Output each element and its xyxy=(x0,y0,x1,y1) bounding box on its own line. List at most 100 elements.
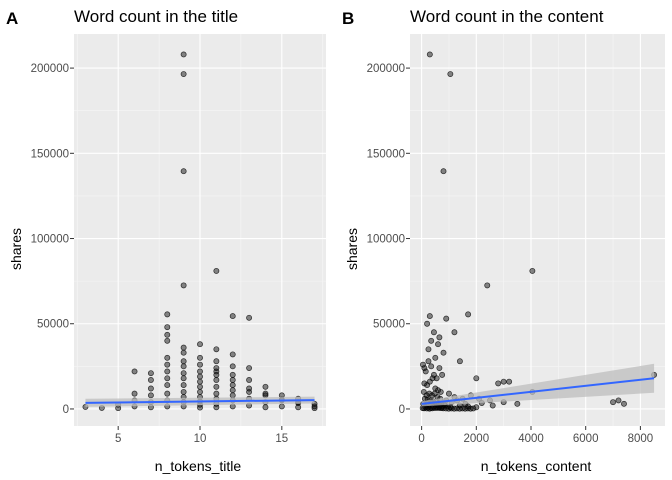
panel-a-point xyxy=(147,370,154,377)
panel-a: A Word count in the title shares n_token… xyxy=(6,7,326,474)
panel-a-ylabel: shares xyxy=(8,228,24,270)
panel-a-tag: A xyxy=(6,9,18,28)
panel-a-point xyxy=(246,314,253,321)
panel-a-point xyxy=(180,344,187,351)
panel-a-point xyxy=(197,378,203,385)
panel-b-x-tick-label: 4000 xyxy=(518,433,544,445)
panel-a-point xyxy=(213,404,220,411)
panel-a-point xyxy=(262,390,269,397)
panel-a-point xyxy=(164,382,171,389)
panel-b-point xyxy=(436,365,443,372)
panel-a-point xyxy=(180,51,187,58)
panel-a-point xyxy=(213,267,220,274)
panel-b-point xyxy=(465,311,472,318)
panel-a-point xyxy=(164,331,171,338)
panel-b-point xyxy=(451,329,458,336)
panel-b-point xyxy=(440,349,447,356)
panel-b-trend-line xyxy=(421,377,655,405)
panel-a-point xyxy=(164,354,171,361)
panel-b-x-tick-label: 8000 xyxy=(628,433,654,445)
panel-b-point xyxy=(470,405,477,412)
panel-a-point xyxy=(164,337,171,344)
panel-b-point xyxy=(514,400,521,407)
panel-a-point xyxy=(164,324,171,331)
panel-a-point xyxy=(229,313,236,320)
panel-b-point xyxy=(610,399,616,406)
panel-b-plot-area: 0 2000 4000 6000 8000 0 50000 100000 150000 20000… xyxy=(367,34,665,445)
panel-b-title: Word count in the content xyxy=(410,7,604,26)
panel-b-y-tick-label: 100000 xyxy=(367,234,405,246)
panel-a-point xyxy=(229,363,236,370)
panel-a-y-tick-label: 100000 xyxy=(31,234,69,246)
panel-a-point xyxy=(180,363,187,370)
panel-b-point xyxy=(428,337,435,344)
panel-b-point xyxy=(430,329,437,336)
panel-a-point xyxy=(213,346,220,353)
panel-a-xlabel: n_tokens_title xyxy=(155,458,242,474)
panel-b-point xyxy=(495,380,502,387)
panel-a-point xyxy=(197,388,203,395)
panel-a-y-tick-label: 150000 xyxy=(31,148,69,160)
panel-a-point xyxy=(197,361,203,368)
panel-a-point xyxy=(180,358,187,365)
panel-a-y-tick-label: 0 xyxy=(63,404,69,416)
panel-a-point xyxy=(147,392,154,399)
panel-a-point xyxy=(147,385,154,392)
panel-b-point xyxy=(473,375,480,382)
panel-a-point xyxy=(197,383,203,390)
panel-b-point xyxy=(432,354,439,361)
panel-a-point xyxy=(164,390,171,397)
panel-a-point xyxy=(213,383,220,390)
panel-b-point xyxy=(447,71,454,78)
panel-a-point xyxy=(311,405,318,412)
panel-a-title: Word count in the title xyxy=(74,7,238,26)
panel-b-x-tick-label: 2000 xyxy=(464,433,490,445)
panel-b-point xyxy=(621,400,627,407)
panel-b-y-tick-label: 0 xyxy=(399,404,405,416)
panel-a-point xyxy=(164,375,171,382)
panel-b-point xyxy=(436,334,443,341)
panel-a-point xyxy=(131,390,138,397)
panel-a-point xyxy=(295,404,302,411)
panel-a-point xyxy=(229,387,236,394)
panel-a-point xyxy=(197,354,203,361)
panel-b-y-tick-label: 200000 xyxy=(367,63,405,75)
panel-a-point xyxy=(213,371,220,378)
panel-a-trend-line xyxy=(85,399,315,404)
panel-b-point xyxy=(429,375,436,382)
panel-a-plot-area: 5 10 15 0 50000 100000 150000 200000 xyxy=(31,34,326,445)
panel-a-point xyxy=(311,403,318,410)
panel-b-point xyxy=(500,378,507,385)
panel-b-point xyxy=(426,51,433,58)
panel-a-point xyxy=(197,404,203,411)
panel-a-point xyxy=(213,390,220,397)
panel-a-point xyxy=(180,282,187,289)
panel-b-point xyxy=(473,404,480,411)
panel-b-xlabel: n_tokens_content xyxy=(481,458,592,474)
panel-b-ylabel: shares xyxy=(344,228,360,270)
panel-b-point xyxy=(506,378,513,385)
panel-b-point xyxy=(440,168,447,175)
panel-b-y-tick-label: 150000 xyxy=(367,148,405,160)
panel-b-background xyxy=(410,34,665,426)
panel-a-point xyxy=(180,349,187,356)
panel-b-x-tick-label: 0 xyxy=(418,433,424,445)
panel-b-point xyxy=(437,388,444,395)
panel-b-point xyxy=(484,282,491,289)
panel-b-point xyxy=(433,375,440,382)
panel-a-point xyxy=(246,388,253,395)
panel-a-x-tick-label: 15 xyxy=(275,433,288,445)
panel-b-confidence-band xyxy=(421,363,655,407)
panel-b-point xyxy=(443,315,450,322)
panel-a-point xyxy=(213,377,220,383)
panel-a-point xyxy=(180,71,187,78)
panel-a-point xyxy=(229,351,236,358)
panel-a-point xyxy=(262,383,269,390)
panel-a-point xyxy=(229,382,236,389)
panel-a-point xyxy=(180,168,187,175)
panel-b-point xyxy=(428,363,435,370)
panel-a-x-tick-label: 5 xyxy=(115,433,121,445)
panel-a-point xyxy=(197,341,203,348)
panel-b-point xyxy=(421,365,428,372)
panel-a-point xyxy=(180,382,187,389)
